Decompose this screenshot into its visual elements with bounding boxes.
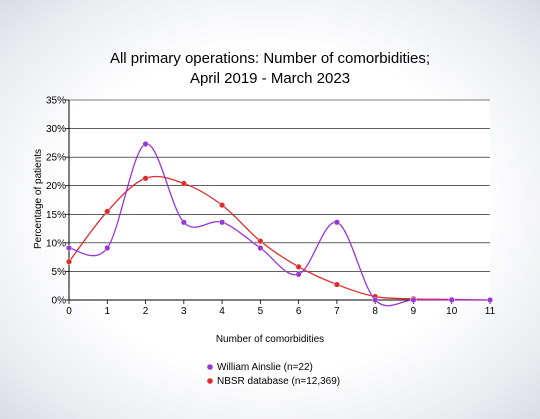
x-tick-label: 3 — [181, 306, 187, 317]
series-2-point — [333, 281, 340, 288]
x-tick-label: 9 — [411, 306, 417, 317]
y-tick-label: 0% — [52, 296, 67, 307]
y-tick-label: 5% — [52, 267, 67, 278]
x-tick-label: 8 — [372, 306, 378, 317]
series-2-point — [180, 180, 187, 187]
y-tick-label: 10% — [46, 238, 66, 249]
legend-label-2: NBSR database (n=12,369) — [217, 376, 340, 387]
legend-marker-1 — [207, 364, 213, 370]
x-tick-label: 10 — [446, 306, 458, 317]
series-1-point — [410, 297, 417, 304]
series-1-point — [448, 297, 455, 304]
y-tick-label: 30% — [46, 124, 66, 135]
series-1 — [65, 140, 494, 307]
plot-area — [69, 100, 490, 300]
x-tick-label: 0 — [66, 306, 72, 317]
x-tick-label: 6 — [296, 306, 302, 317]
series-2-line — [68, 175, 491, 301]
legend-label-1: William Ainslie (n=22) — [217, 362, 313, 373]
x-tick-label: 11 — [485, 306, 496, 317]
y-axis-ticks: 0% 5% 10% 15% 20% 25% 30% 35% — [46, 96, 69, 307]
series-1-point — [65, 244, 72, 251]
series-1-point — [180, 219, 187, 226]
series-1-point — [142, 140, 149, 147]
series-2-point — [295, 263, 302, 270]
x-axis-label: Number of comorbidities — [216, 334, 324, 345]
grid-lines — [69, 99, 490, 300]
x-tick-label: 5 — [258, 306, 264, 317]
legend-marker-2 — [207, 378, 213, 384]
series-1-point — [372, 297, 379, 304]
y-axis-label: Percentage of patients — [33, 149, 44, 249]
series-2-point — [219, 202, 226, 209]
series-layer — [65, 140, 494, 307]
chart-title-line-1: All primary operations: Number of comorb… — [110, 50, 430, 67]
series-1-point — [104, 244, 111, 251]
y-tick-label: 20% — [46, 181, 66, 192]
x-tick-label: 7 — [334, 306, 340, 317]
series-1-point — [295, 271, 302, 278]
legend: William Ainslie (n=22) NBSR database (n=1… — [207, 362, 340, 387]
y-tick-label: 25% — [46, 153, 66, 164]
x-tick-label: 2 — [143, 306, 149, 317]
series-1-point — [333, 219, 340, 226]
x-tick-label: 4 — [219, 306, 225, 317]
series-1-point — [219, 219, 226, 226]
x-axis-ticks: 0 1 2 3 4 5 6 7 8 9 10 11 — [66, 300, 496, 317]
x-tick-label: 1 — [104, 306, 110, 317]
y-tick-label: 15% — [46, 210, 66, 221]
chart-title-line-2: April 2019 - March 2023 — [190, 70, 350, 87]
series-1-point — [257, 244, 264, 251]
series-2-point — [104, 208, 111, 215]
y-tick-label: 35% — [46, 96, 66, 107]
series-1-point — [487, 297, 494, 304]
series-2-point — [142, 175, 149, 182]
series-2-point — [257, 238, 264, 245]
series-2-point — [65, 258, 72, 265]
